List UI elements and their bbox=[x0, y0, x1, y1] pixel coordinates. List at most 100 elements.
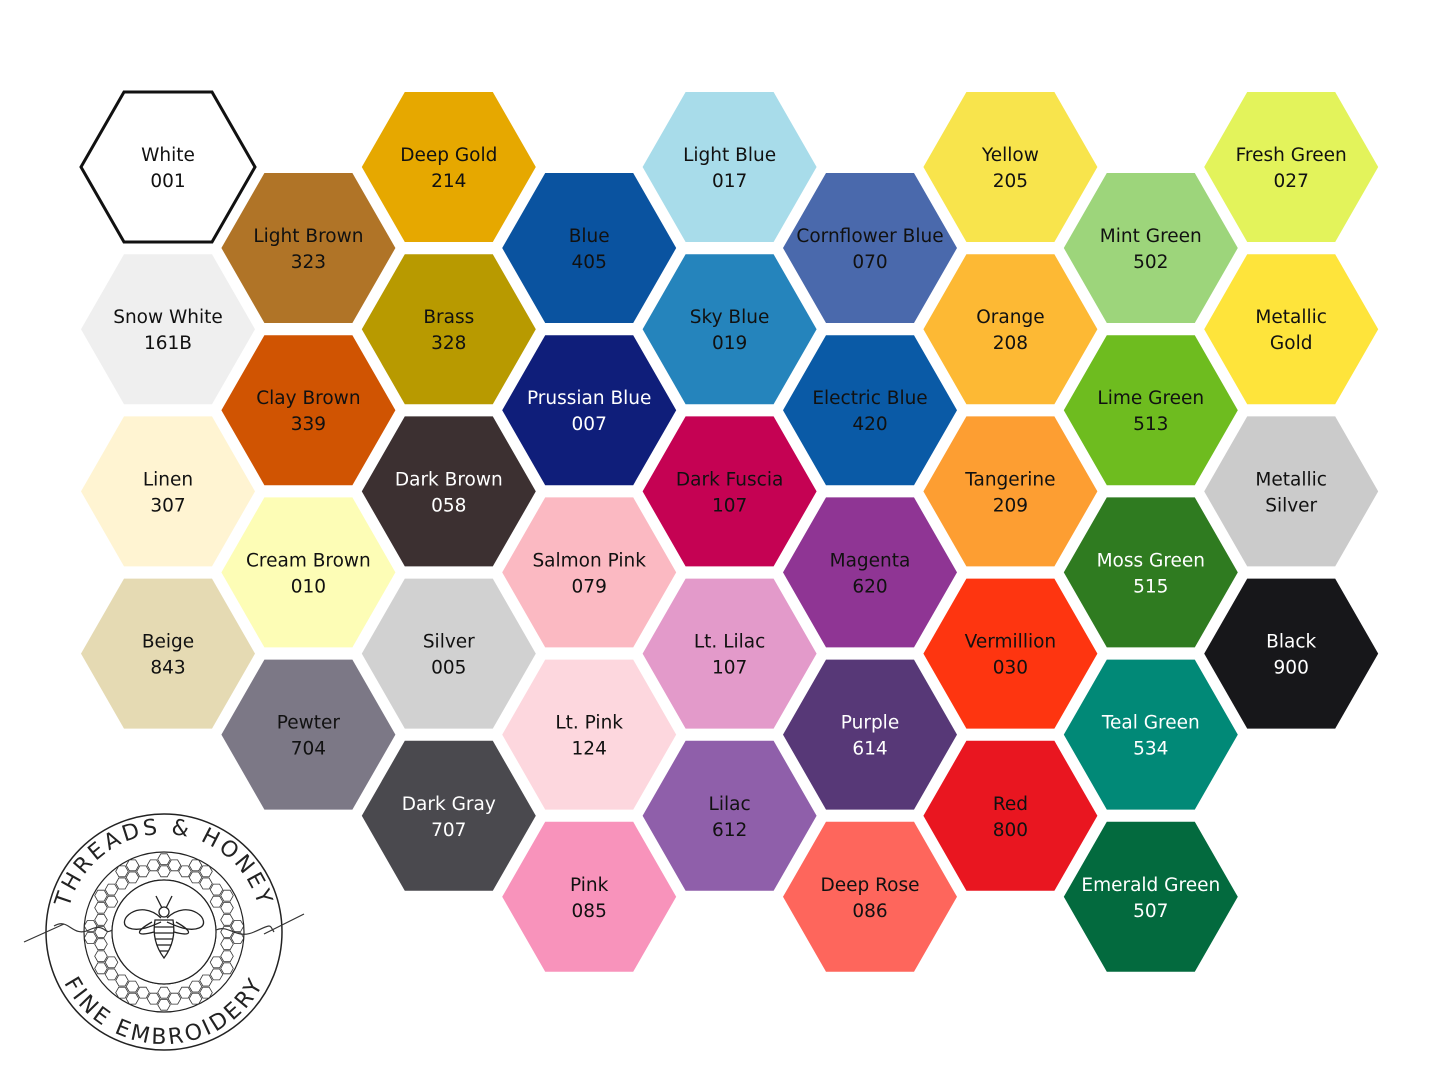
swatch-name: Sky Blue bbox=[690, 307, 770, 328]
swatch-name: Emerald Green bbox=[1081, 875, 1220, 896]
swatch-name: Orange bbox=[976, 307, 1044, 328]
swatch-name: Lt. Lilac bbox=[694, 632, 765, 653]
swatch-code: 005 bbox=[431, 658, 466, 679]
swatch-name: Silver bbox=[423, 632, 475, 653]
swatch-code: 323 bbox=[291, 252, 326, 273]
hexagon-swatch bbox=[361, 92, 536, 242]
swatch-name: Electric Blue bbox=[812, 388, 927, 409]
color-swatch-teal-green-534: Teal Green 534 bbox=[1063, 659, 1238, 810]
color-swatch-sky-blue-019: Sky Blue 019 bbox=[642, 254, 817, 405]
swatch-name: Clay Brown bbox=[256, 388, 360, 409]
hexagon-swatch bbox=[642, 92, 817, 242]
swatch-name: Vermillion bbox=[965, 632, 1057, 653]
hexagon-swatch bbox=[1063, 821, 1238, 972]
color-swatch-pewter-704: Pewter 704 bbox=[221, 659, 396, 810]
swatch-name: Dark Gray bbox=[402, 794, 496, 815]
color-swatch-electric-blue-420: Electric Blue 420 bbox=[783, 335, 957, 486]
color-swatch-metallic-silver: Metallic Silver bbox=[1204, 416, 1379, 567]
hexagon-swatch bbox=[783, 497, 957, 648]
swatch-name: Prussian Blue bbox=[527, 388, 651, 409]
hexagon-swatch bbox=[221, 497, 396, 648]
hexagon-swatch bbox=[1063, 335, 1238, 486]
hexagon-swatch bbox=[502, 821, 677, 972]
swatch-code: 208 bbox=[993, 333, 1028, 354]
swatch-code: 124 bbox=[572, 739, 607, 760]
hexagon-swatch bbox=[1063, 659, 1238, 810]
swatch-name: Moss Green bbox=[1097, 550, 1205, 571]
color-swatch-emerald-green-507: Emerald Green 507 bbox=[1063, 821, 1238, 972]
hexagon-swatch bbox=[923, 416, 1098, 567]
color-swatch-grid: White 001 Snow White 161B Linen 307 Beige 843 Li… bbox=[79, 90, 1379, 972]
color-swatch-salmon-pink-079: Salmon Pink 079 bbox=[502, 497, 677, 648]
swatch-code: 620 bbox=[852, 576, 887, 597]
color-swatch-cornflower-blue-070: Cornflower Blue 070 bbox=[783, 173, 957, 323]
hexagon-swatch bbox=[783, 659, 957, 810]
hexagon-swatch bbox=[1204, 92, 1379, 242]
swatch-code: 007 bbox=[572, 414, 607, 435]
swatch-code: 339 bbox=[291, 414, 326, 435]
swatch-code: 534 bbox=[1133, 739, 1168, 760]
color-swatch-deep-gold-214: Deep Gold 214 bbox=[361, 92, 536, 242]
color-swatch-dark-fuscia-107: Dark Fuscia 107 bbox=[642, 416, 817, 567]
color-swatch-prussian-blue-007: Prussian Blue 007 bbox=[502, 335, 677, 486]
swatch-name: Deep Gold bbox=[400, 145, 497, 166]
swatch-code: 070 bbox=[852, 252, 887, 273]
swatch-name: Snow White bbox=[113, 307, 223, 328]
hexagon-swatch bbox=[1063, 497, 1238, 648]
color-swatch-yellow-205: Yellow 205 bbox=[923, 92, 1098, 242]
hexagon-swatch bbox=[81, 578, 255, 729]
color-swatch-brass-328: Brass 328 bbox=[361, 254, 536, 405]
hexagon-swatch bbox=[221, 659, 396, 810]
color-swatch-snow-white-161b: Snow White 161B bbox=[81, 254, 255, 405]
swatch-name: Black bbox=[1266, 632, 1316, 653]
swatch-code: 079 bbox=[572, 576, 607, 597]
swatch-name: Metallic bbox=[1255, 469, 1327, 490]
color-swatch-moss-green-515: Moss Green 515 bbox=[1063, 497, 1238, 648]
swatch-name: Deep Rose bbox=[821, 875, 920, 896]
brand-logo: THREADS & HONEY FINE EMBROIDERY bbox=[23, 813, 305, 1051]
hexagon-swatch bbox=[1204, 578, 1379, 729]
swatch-name: Red bbox=[993, 794, 1028, 815]
hexagon-swatch bbox=[221, 173, 396, 323]
swatch-code: 328 bbox=[431, 333, 466, 354]
hexagon-swatch bbox=[923, 740, 1098, 891]
swatch-name: Teal Green bbox=[1101, 713, 1200, 734]
color-swatch-pink-085: Pink 085 bbox=[502, 821, 677, 972]
swatch-code: 612 bbox=[712, 820, 747, 841]
swatch-name: Brass bbox=[423, 307, 474, 328]
hexagon-swatch bbox=[642, 254, 817, 405]
hexagon-swatch bbox=[783, 335, 957, 486]
swatch-code: 027 bbox=[1274, 171, 1309, 192]
swatch-code: 030 bbox=[993, 658, 1028, 679]
swatch-name: Purple bbox=[841, 713, 899, 734]
swatch-code: 707 bbox=[431, 820, 466, 841]
color-swatch-light-brown-323: Light Brown 323 bbox=[221, 173, 396, 323]
color-swatch-dark-brown-058: Dark Brown 058 bbox=[361, 416, 536, 567]
swatch-name: Fresh Green bbox=[1236, 145, 1347, 166]
swatch-code: 515 bbox=[1133, 576, 1168, 597]
swatch-name: Cream Brown bbox=[246, 550, 371, 571]
bee-icon bbox=[123, 895, 205, 960]
hexagon-swatch bbox=[221, 335, 396, 486]
hexagon-swatch bbox=[923, 254, 1098, 405]
color-swatch-blue-405: Blue 405 bbox=[502, 173, 677, 323]
swatch-code: 513 bbox=[1133, 414, 1168, 435]
swatch-code: 085 bbox=[572, 901, 607, 922]
color-swatch-fresh-green-027: Fresh Green 027 bbox=[1204, 92, 1379, 242]
color-swatch-vermillion-030: Vermillion 030 bbox=[923, 578, 1098, 729]
swatch-name: Beige bbox=[142, 632, 194, 653]
hexagon-swatch bbox=[81, 416, 255, 567]
swatch-name: Dark Fuscia bbox=[676, 469, 783, 490]
swatch-name: Magenta bbox=[830, 550, 911, 571]
swatch-name: Light Blue bbox=[683, 145, 776, 166]
swatch-name: Pewter bbox=[277, 713, 341, 734]
swatch-name: Metallic bbox=[1255, 307, 1327, 328]
color-swatch-dark-gray-707: Dark Gray 707 bbox=[361, 740, 536, 891]
color-swatch-lt-lilac-107: Lt. Lilac 107 bbox=[642, 578, 817, 729]
swatch-name: Pink bbox=[570, 875, 609, 896]
color-swatch-mint-green-502: Mint Green 502 bbox=[1063, 173, 1238, 323]
color-swatch-white-001: White 001 bbox=[79, 90, 257, 244]
swatch-code: 214 bbox=[431, 171, 466, 192]
swatch-name: Dark Brown bbox=[395, 469, 503, 490]
hexagon-swatch bbox=[783, 173, 957, 323]
